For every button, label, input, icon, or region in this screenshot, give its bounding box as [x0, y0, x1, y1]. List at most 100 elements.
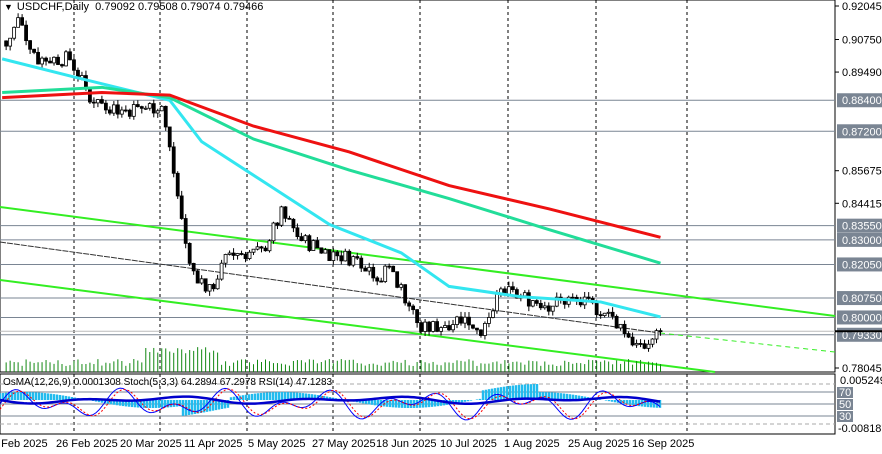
candle: [550, 305, 555, 312]
x-tick-label: 18 Jun 2025: [376, 438, 437, 450]
rsi-line: [0, 395, 661, 406]
x-tick-label: 1 Aug 2025: [504, 438, 560, 450]
candle: [455, 316, 459, 325]
candle: [510, 286, 515, 290]
candle: [463, 316, 467, 324]
candle: [602, 312, 607, 316]
candle: [379, 280, 384, 283]
level-tag: [837, 218, 882, 233]
channel-mid-ext: [659, 332, 836, 353]
candle: [299, 236, 304, 242]
candle: [351, 256, 356, 266]
candle: [231, 252, 236, 256]
candle: [187, 242, 192, 264]
candle: [526, 292, 531, 307]
level-tag: [837, 291, 882, 306]
candle: [570, 296, 575, 299]
candle: [171, 146, 176, 174]
candle: [215, 278, 220, 290]
candle: [119, 109, 124, 115]
level-tag: [837, 310, 882, 325]
candle: [227, 252, 232, 255]
candle: [159, 105, 164, 112]
candle: [626, 333, 631, 338]
level-tag: [837, 124, 882, 139]
candle: [403, 284, 408, 304]
candle: [44, 57, 48, 62]
candle: [538, 302, 543, 309]
candle: [447, 325, 451, 331]
candle: [175, 172, 180, 197]
candle: [335, 251, 340, 257]
candle: [191, 262, 196, 272]
candle: [56, 56, 60, 65]
candle: [219, 262, 224, 280]
candle: [88, 88, 92, 103]
candle: [16, 17, 21, 28]
candle: [139, 106, 144, 109]
indicator-level-label: 30: [839, 411, 851, 423]
y-tick-label: 0.85675: [842, 166, 882, 178]
candle: [275, 222, 280, 226]
candle: [267, 240, 272, 252]
candle: [303, 235, 308, 242]
y-tick-label: 0.89490: [842, 67, 882, 79]
candle: [399, 284, 404, 288]
candle: [423, 321, 427, 332]
x-tick-label: 4 Feb 2025: [0, 438, 48, 450]
candle: [554, 296, 559, 307]
candle: [471, 324, 475, 329]
candle: [20, 17, 25, 26]
candle: [542, 305, 547, 309]
x-tick-label: 25 Aug 2025: [568, 438, 630, 450]
candle: [103, 102, 108, 111]
indicator-level-tag: [837, 399, 853, 410]
candle: [355, 256, 360, 259]
candle: [247, 251, 252, 259]
candle: [36, 51, 40, 65]
candle: [634, 343, 639, 346]
candle: [359, 257, 364, 269]
candle: [48, 60, 52, 64]
candle: [311, 240, 316, 251]
candle: [319, 247, 324, 254]
y-tick-label: 0.90750: [842, 34, 882, 46]
candle: [92, 101, 96, 104]
candle: [315, 240, 320, 249]
x-tick-label: 10 Jul 2025: [440, 438, 497, 450]
candle: [343, 250, 348, 262]
candle: [375, 277, 380, 282]
y-tick-label: 0.78045: [842, 363, 882, 375]
candle: [331, 251, 336, 261]
candle: [395, 271, 400, 288]
candle: [123, 109, 128, 112]
candle: [32, 48, 36, 53]
level-label: 0.87200: [842, 126, 882, 138]
dropdown-arrow-icon[interactable]: ▼: [4, 2, 13, 12]
candle: [207, 284, 212, 292]
candle: [199, 278, 204, 284]
level-tag: [837, 93, 882, 108]
candle: [443, 325, 447, 329]
candle: [387, 265, 392, 268]
candle: [658, 330, 663, 333]
candle: [251, 248, 256, 253]
candle: [8, 37, 13, 47]
candle: [479, 329, 483, 336]
y-tick-label: 0.84415: [842, 198, 882, 210]
candle: [435, 321, 439, 332]
candle: [506, 286, 511, 295]
candle: [483, 323, 487, 336]
channel-upper: [0, 206, 836, 317]
candle: [127, 109, 132, 117]
candle: [147, 103, 152, 109]
candle: [143, 107, 148, 110]
candle: [514, 289, 519, 299]
candle: [107, 109, 112, 114]
candle: [614, 315, 619, 329]
candle: [111, 104, 116, 114]
candle: [451, 324, 455, 331]
candle: [459, 316, 463, 324]
chart-header: ▼ USDCHF,Daily 0.79092 0.79508 0.79074 0.…: [4, 1, 263, 13]
